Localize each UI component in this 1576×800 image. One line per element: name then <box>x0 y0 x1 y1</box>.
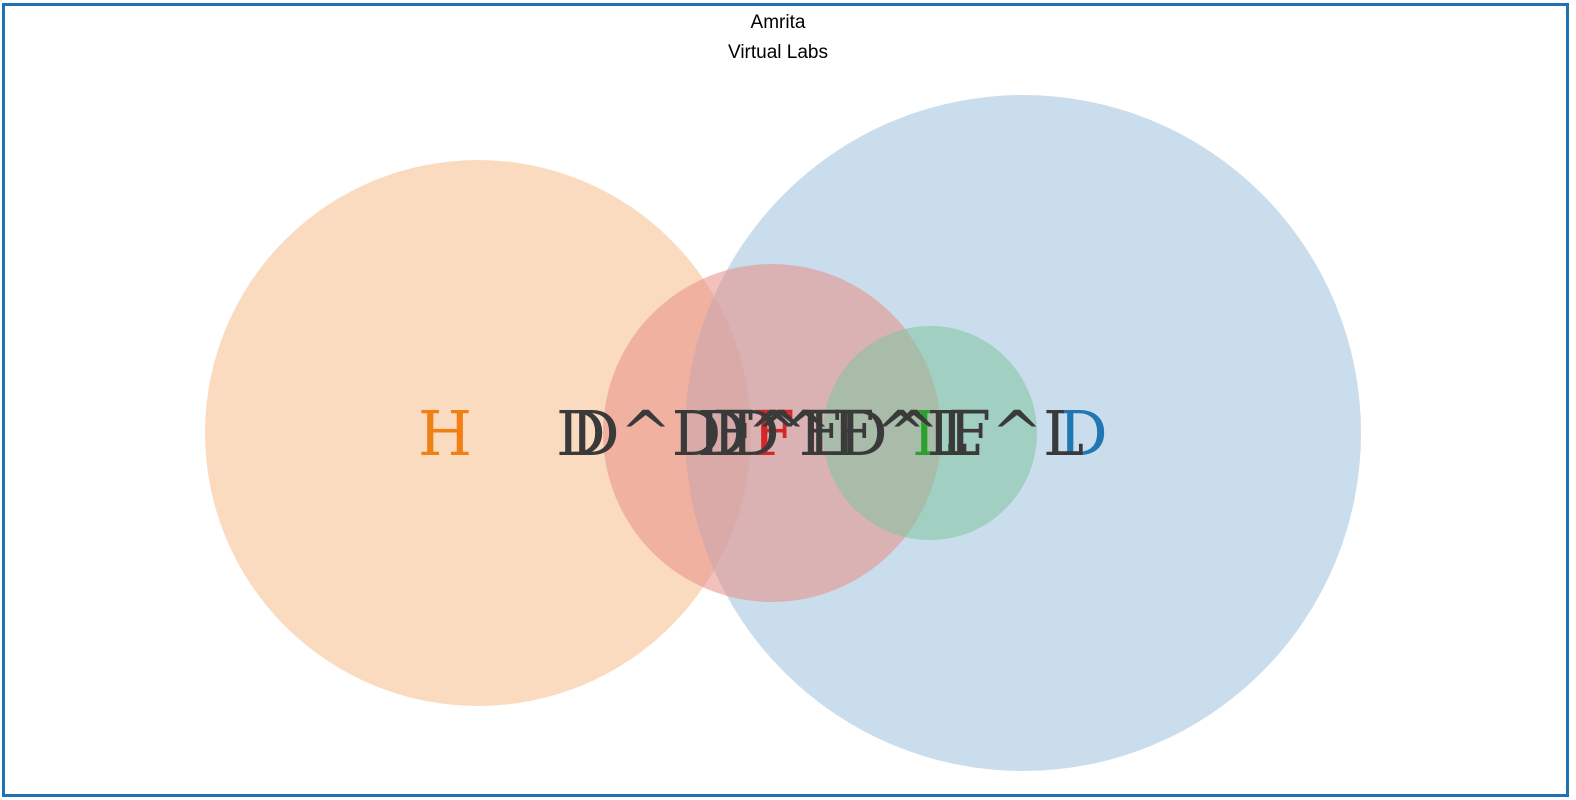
header-line-2: Virtual Labs <box>728 42 828 63</box>
header-line-1: Amrita <box>750 12 806 33</box>
set-label-l: L <box>912 397 953 470</box>
set-labels: H F L D <box>418 397 1108 470</box>
overlap-label-6: D^L <box>838 397 981 470</box>
set-label-h: H <box>418 397 472 470</box>
overlap-label-7: F^L <box>948 397 1084 470</box>
set-label-d: D <box>1058 397 1108 470</box>
overlap-label-2: D^D <box>570 397 721 470</box>
overlap-label-3: D^F <box>697 397 842 470</box>
venn-circles <box>205 95 1361 771</box>
overlap-label-4: F^L <box>712 397 848 470</box>
overlap-labels: D D^D D^F F^L D^F^L D^L F^L <box>556 397 1084 470</box>
overlap-label-1: D <box>556 397 606 470</box>
set-label-f: F <box>752 397 795 470</box>
green-set-circle <box>823 326 1037 540</box>
orange-set-circle <box>205 160 751 706</box>
overlap-label-5: D^F^L <box>730 397 968 470</box>
red-set-circle <box>603 264 941 602</box>
